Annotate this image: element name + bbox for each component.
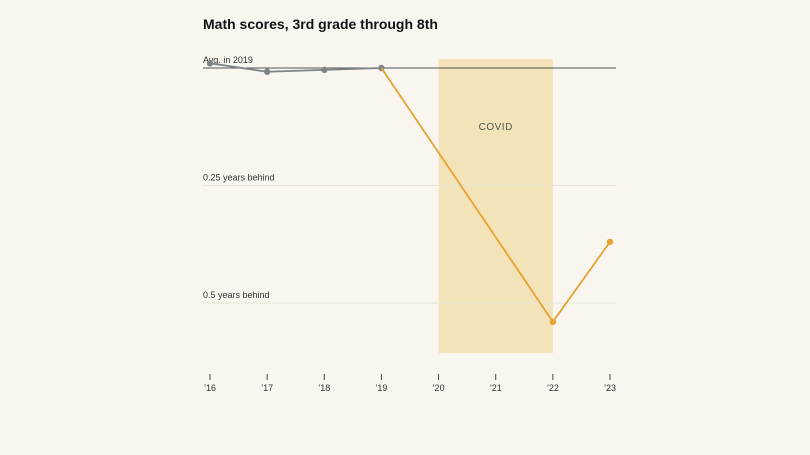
- data-point: [549, 318, 557, 325]
- data-point: [321, 66, 328, 74]
- series-layer: [206, 60, 614, 325]
- y-tick-label: 0.25 years behind: [203, 173, 275, 183]
- y-tick-label: 0.5 years behind: [203, 290, 270, 300]
- data-point: [206, 60, 214, 67]
- covid-band-layer: COVID: [438, 59, 553, 353]
- gridline-layer: [203, 67, 616, 304]
- covid-band-label: COVID: [479, 122, 513, 133]
- x-tick-label: ’20: [433, 383, 445, 393]
- y-tick-labels: Avg. in 2019 0.25 years behind 0.5 years b…: [203, 55, 275, 300]
- series-line: [209, 62, 382, 73]
- y-tick-label: Avg. in 2019: [203, 55, 253, 65]
- x-tick-label: ’18: [318, 383, 330, 393]
- x-tick-label: ’23: [604, 383, 616, 393]
- data-point: [263, 68, 271, 75]
- x-tick-label: ’17: [261, 383, 273, 393]
- data-point: [606, 238, 614, 246]
- x-tick-label: ’16: [204, 383, 216, 393]
- x-axis: ’16 ’17 ’18 ’19 ’20 ’21 ’22 ’23: [204, 374, 616, 393]
- x-tick-label: ’21: [490, 383, 502, 393]
- chart-title: Math scores, 3rd grade through 8th: [203, 16, 438, 32]
- covid-band: [438, 59, 553, 353]
- x-tick-label: ’22: [547, 383, 559, 393]
- x-tick-label: ’19: [375, 383, 387, 393]
